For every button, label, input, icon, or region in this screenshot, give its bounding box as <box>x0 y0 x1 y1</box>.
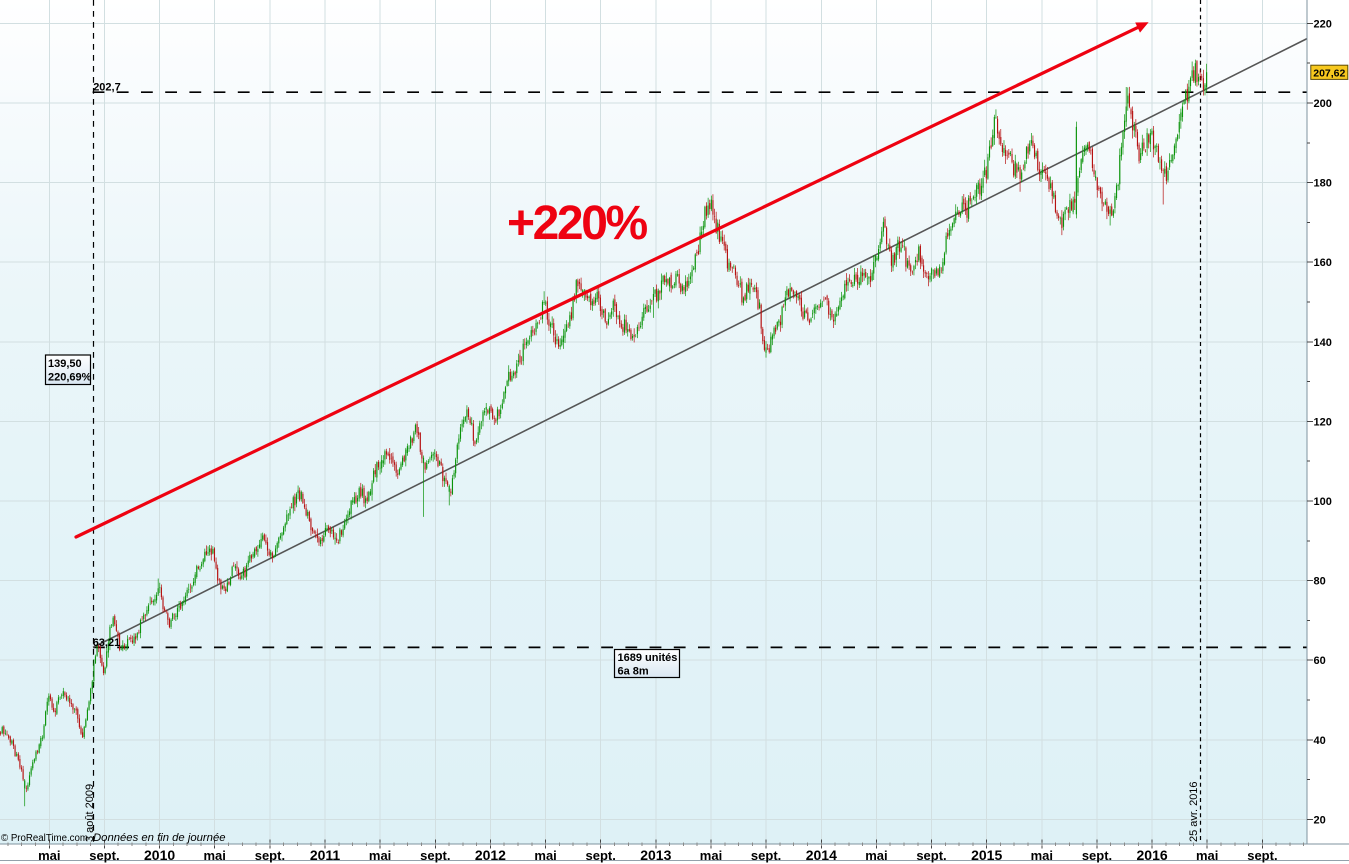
svg-text:sept.: sept. <box>751 848 781 863</box>
svg-text:40: 40 <box>1314 735 1326 747</box>
svg-text:60: 60 <box>1314 655 1326 667</box>
svg-text:2015: 2015 <box>971 847 1002 863</box>
svg-text:220,69%: 220,69% <box>48 372 92 384</box>
svg-text:2013: 2013 <box>640 847 671 863</box>
svg-text:2016: 2016 <box>1137 847 1168 863</box>
svg-text:2012: 2012 <box>475 847 506 863</box>
svg-text:mai: mai <box>38 848 60 863</box>
svg-text:1689 unités: 1689 unités <box>618 652 678 664</box>
svg-text:2014: 2014 <box>806 847 837 863</box>
svg-text:sept.: sept. <box>1082 848 1112 863</box>
svg-text:140: 140 <box>1314 337 1332 349</box>
svg-text:© ProRealTime.com: © ProRealTime.com <box>1 833 88 844</box>
svg-text:63,21: 63,21 <box>93 637 121 649</box>
svg-text:202,7: 202,7 <box>93 81 121 93</box>
svg-text:200: 200 <box>1314 98 1332 110</box>
svg-text:6a 8m: 6a 8m <box>618 666 649 678</box>
svg-text:mai: mai <box>534 848 556 863</box>
svg-text:+220%: +220% <box>507 197 648 250</box>
svg-text:220: 220 <box>1314 18 1332 30</box>
svg-text:mai: mai <box>700 848 722 863</box>
svg-text:25 avr. 2016: 25 avr. 2016 <box>1188 781 1200 842</box>
svg-text:mai: mai <box>203 848 225 863</box>
svg-text:100: 100 <box>1314 496 1332 508</box>
svg-text:sept.: sept. <box>89 848 119 863</box>
svg-text:sept.: sept. <box>420 848 450 863</box>
svg-text:2011: 2011 <box>310 847 341 863</box>
svg-text:Données en fin de journée: Données en fin de journée <box>93 832 226 844</box>
svg-text:mai: mai <box>1031 848 1053 863</box>
svg-text:20: 20 <box>1314 814 1326 826</box>
svg-text:mai: mai <box>369 848 391 863</box>
svg-text:3 août 2009: 3 août 2009 <box>84 784 96 842</box>
svg-text:120: 120 <box>1314 416 1332 428</box>
svg-text:2010: 2010 <box>144 847 175 863</box>
svg-text:sept.: sept. <box>586 848 616 863</box>
svg-text:160: 160 <box>1314 257 1332 269</box>
svg-text:207,62: 207,62 <box>1313 68 1345 80</box>
svg-text:139,50: 139,50 <box>48 358 82 370</box>
svg-text:sept.: sept. <box>255 848 285 863</box>
svg-text:sept.: sept. <box>916 848 946 863</box>
svg-text:mai: mai <box>1196 848 1218 863</box>
svg-text:mai: mai <box>865 848 887 863</box>
svg-text:180: 180 <box>1314 178 1332 190</box>
svg-text:80: 80 <box>1314 576 1326 588</box>
svg-text:sept.: sept. <box>1247 848 1277 863</box>
